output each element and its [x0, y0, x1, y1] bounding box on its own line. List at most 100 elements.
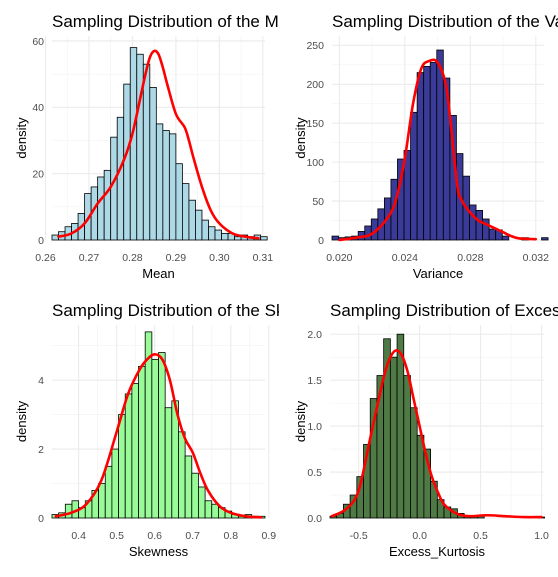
- histogram-bar: [98, 483, 106, 519]
- histogram-bar: [423, 65, 431, 241]
- chart-svg: 0.4 0.5 0.6 0.7 0.8 0.9 0 2 4 Skewness density Samp…: [14, 301, 279, 559]
- histogram-bars: [51, 331, 266, 519]
- histogram-bar: [410, 111, 418, 241]
- chart-svg: -0.5 0.0 0.5 1.0 0.0 0.5 1.0 1.5 2.0 Excess_Kurto…: [293, 301, 558, 559]
- chart-svg: 0.020 0.024 0.028 0.032 0 50 100 150 200 250 Varia…: [293, 12, 558, 281]
- histogram-bar: [123, 83, 131, 241]
- y-axis-title: density: [293, 117, 308, 159]
- y-tick-label: 250: [306, 40, 324, 52]
- grid-lines: [330, 325, 544, 519]
- y-tick-label: 1.5: [307, 375, 322, 387]
- chart-svg: 0.26 0.27 0.28 0.29 0.30 0.31 0 20 40 60 Mean densi…: [14, 12, 279, 281]
- x-tick-labels: -0.5 0.0 0.5 1.0: [350, 530, 549, 542]
- histogram-bar: [118, 414, 126, 519]
- histogram-bar: [396, 333, 405, 519]
- histogram-bar: [104, 465, 113, 519]
- chart-title: Sampling Distribution of the Mean: [52, 12, 279, 31]
- y-tick-label: 1.0: [307, 421, 322, 433]
- histogram-bar: [208, 226, 216, 241]
- histogram-bar: [142, 63, 151, 241]
- x-tick-label: 0.28: [122, 252, 143, 264]
- histogram-bar: [162, 130, 170, 241]
- x-tick-label: 0.020: [326, 252, 352, 264]
- histogram-bar: [175, 163, 183, 241]
- histogram-bar: [151, 359, 159, 519]
- y-tick-label: 200: [306, 79, 324, 91]
- histogram-bar: [168, 133, 177, 241]
- histogram-bar: [103, 169, 112, 241]
- histogram-bar: [204, 500, 213, 519]
- x-tick-label: 0.4: [71, 530, 86, 542]
- y-tick-label: 40: [32, 102, 44, 114]
- y-tick-labels: 0 50 100 150 200 250: [306, 40, 324, 247]
- y-tick-label: 2: [38, 444, 44, 456]
- y-axis-title: density: [14, 117, 29, 159]
- x-tick-label: 0.5: [473, 530, 488, 542]
- histogram-bar: [364, 225, 372, 241]
- x-tick-label: -0.5: [350, 530, 368, 542]
- x-tick-labels: 0.4 0.5 0.6 0.7 0.8 0.9: [71, 530, 276, 542]
- histogram-bar: [188, 199, 196, 241]
- histogram-bar: [97, 176, 105, 241]
- histogram-bar: [416, 72, 425, 241]
- x-tick-label: 0.26: [35, 252, 56, 264]
- histogram-bar: [64, 503, 73, 519]
- variance-histogram-panel: 0.020 0.024 0.028 0.032 0 50 100 150 200 250 Varia…: [279, 0, 558, 289]
- x-tick-label: 0.5: [109, 530, 124, 542]
- histogram-bar: [110, 136, 118, 241]
- x-tick-label: 0.7: [185, 530, 200, 542]
- histogram-bar: [138, 365, 146, 519]
- y-tick-label: 0.5: [307, 467, 322, 479]
- histogram-bar: [136, 53, 144, 241]
- histogram-bars: [51, 47, 268, 241]
- y-tick-label: 0.0: [307, 513, 322, 525]
- histogram-bar: [501, 235, 510, 241]
- x-axis-title: Variance: [413, 266, 463, 281]
- y-tick-label: 100: [306, 157, 324, 169]
- y-axis-title: density: [14, 400, 29, 442]
- y-tick-label: 4: [38, 375, 44, 387]
- histogram-bar: [403, 375, 411, 519]
- histogram-bar: [234, 236, 242, 241]
- histogram-bar: [149, 87, 157, 241]
- mean-histogram-panel: 0.26 0.27 0.28 0.29 0.30 0.31 0 20 40 60 Mean densi…: [0, 0, 279, 289]
- histogram-bar: [221, 232, 229, 241]
- x-tick-label: 0.032: [523, 252, 549, 264]
- histogram-bar: [129, 47, 138, 241]
- x-tick-label: 0.024: [392, 252, 418, 264]
- histogram-bar: [178, 431, 186, 519]
- histogram-bar: [116, 116, 125, 241]
- histogram-bar: [191, 472, 199, 519]
- histogram-bar: [111, 448, 119, 519]
- x-tick-label: 0.8: [223, 530, 238, 542]
- histogram-bar: [389, 356, 398, 519]
- histogram-bar: [475, 210, 484, 241]
- histogram-bar: [131, 383, 139, 519]
- kurtosis-histogram-panel: -0.5 0.0 0.5 1.0 0.0 0.5 1.0 1.5 2.0 Excess_Kurto…: [279, 289, 558, 577]
- y-tick-labels: 0.0 0.5 1.0 1.5 2.0: [307, 329, 322, 525]
- histogram-bar: [214, 229, 222, 241]
- histogram-bar: [436, 49, 444, 241]
- y-tick-labels: 0 20 40 60: [32, 36, 44, 247]
- histogram-bar: [416, 434, 425, 519]
- y-tick-label: 50: [312, 196, 324, 208]
- histogram-bar: [429, 62, 438, 241]
- y-tick-labels: 0 2 4: [38, 375, 44, 525]
- density-curve: [54, 352, 263, 519]
- x-tick-label: 0.0: [412, 530, 427, 542]
- chart-title: Sampling Distribution of the Skewness: [52, 301, 279, 320]
- histogram-bars: [331, 49, 549, 241]
- histogram-bar: [211, 503, 219, 519]
- histogram-bar: [195, 209, 203, 241]
- x-tick-labels: 0.020 0.024 0.028 0.032: [326, 252, 549, 264]
- y-tick-label: 0: [318, 235, 324, 247]
- skewness-histogram-panel: 0.4 0.5 0.6 0.7 0.8 0.9 0 2 4 Skewness density Samp…: [0, 289, 279, 577]
- histogram-bar: [124, 393, 133, 519]
- x-tick-label: 0.27: [79, 252, 100, 264]
- x-tick-label: 1.0: [534, 530, 549, 542]
- x-tick-label: 0.29: [166, 252, 187, 264]
- x-tick-label: 0.028: [457, 252, 483, 264]
- histogram-bar: [198, 486, 206, 519]
- histogram-bar: [182, 183, 190, 241]
- y-tick-label: 2.0: [307, 329, 322, 341]
